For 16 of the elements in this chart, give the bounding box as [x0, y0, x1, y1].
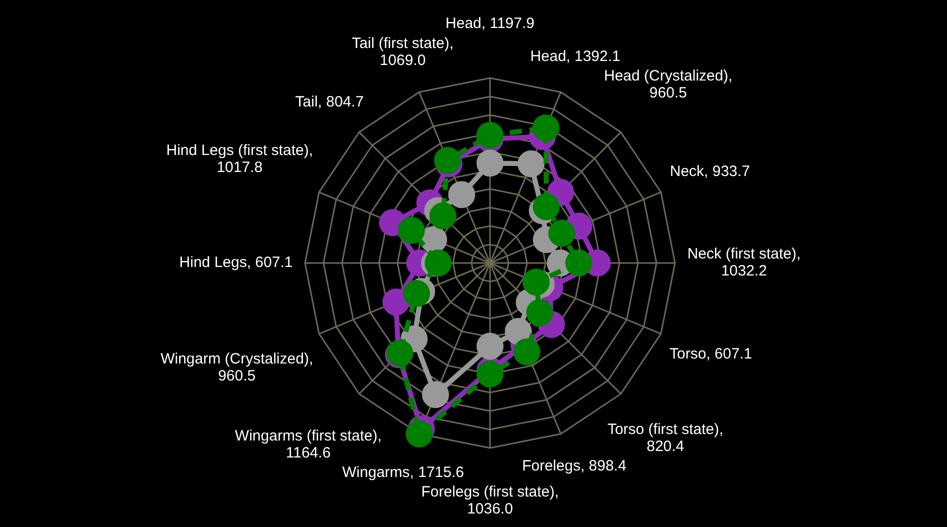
spoke-label: Tail (first state), 1069.0: [352, 34, 454, 69]
spoke-label: Head, 1197.9: [446, 15, 534, 32]
spoke-label: Hind Legs (first state), 1017.8: [166, 142, 313, 176]
spoke-label: Head (Crystalized), 960.5: [604, 67, 732, 102]
spoke-label: Forelegs (first state), 1036.0: [421, 484, 559, 518]
spoke-label: Wingarms (first state), 1164.6: [234, 427, 382, 462]
spoke-label: Torso (first state), 820.4: [607, 421, 724, 456]
spoke-label: Neck, 933.7: [670, 163, 750, 180]
spoke-label: Wingarm (Crystalized), 960.5: [160, 350, 314, 384]
spoke-label: Torso, 607.1: [670, 346, 752, 363]
spoke-label: Tail, 804.7: [295, 94, 364, 111]
spoke-label: Forelegs, 898.4: [522, 457, 626, 474]
spoke-label: Neck (first state), 1032.2: [687, 246, 801, 280]
spoke-label: Hind Legs, 607.1: [179, 254, 293, 272]
spoke-label: Head, 1392.1: [530, 48, 620, 66]
spoke-label: Wingarms, 1715.6: [342, 464, 464, 481]
